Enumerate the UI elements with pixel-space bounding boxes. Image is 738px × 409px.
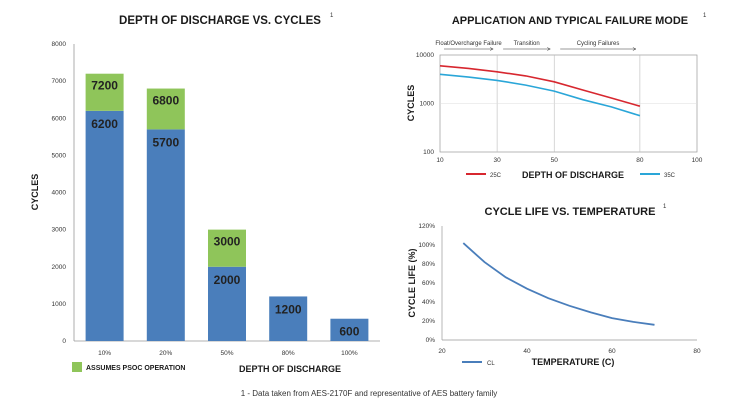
region-label: Transition — [514, 41, 540, 47]
bar-cycles — [269, 296, 308, 341]
y-tick-label: 20% — [422, 318, 435, 325]
x-tick-label: 80 — [693, 348, 701, 355]
legend-cl-label: CL — [487, 361, 495, 367]
failure-mode-chart: APPLICATION AND TYPICAL FAILURE MODE 1 F… — [406, 13, 707, 180]
bar-psoc — [85, 73, 124, 111]
x-tick-label: 30 — [493, 157, 501, 164]
x-tick-label: 20 — [438, 348, 446, 355]
y-tick-label: 100 — [423, 149, 434, 156]
cycle-life-y-title: CYCLE LIFE (%) — [407, 248, 417, 317]
y-tick-label: 10000 — [416, 52, 434, 59]
bar-chart-y-title: CYCLES — [30, 174, 40, 211]
bar-cycles — [85, 110, 124, 341]
y-tick-label: 5000 — [52, 152, 67, 159]
y-tick-label: 3000 — [52, 227, 67, 234]
bar-value: 6200 — [91, 117, 118, 131]
bar-value: 2000 — [214, 273, 241, 287]
bar-value: 5700 — [152, 135, 179, 149]
x-tick-label: 50 — [551, 157, 559, 164]
y-tick-label: 2000 — [52, 264, 67, 271]
legend-psoc-swatch — [72, 362, 82, 372]
y-tick-label: 120% — [418, 223, 435, 230]
y-tick-label: 60% — [422, 280, 435, 287]
x-tick-label: 50% — [220, 350, 233, 357]
x-tick-label: 80% — [282, 350, 295, 357]
bar-psoc — [208, 229, 246, 267]
bar-chart-title: DEPTH OF DISCHARGE VS. CYCLES — [119, 15, 321, 27]
y-tick-label: 1000 — [420, 101, 435, 108]
y-tick-label: 0 — [62, 338, 66, 345]
y-tick-label: 0% — [426, 337, 436, 344]
y-tick-label: 8000 — [52, 41, 67, 48]
region-arrowhead — [547, 47, 551, 51]
series-line — [439, 65, 641, 107]
y-tick-label: 7000 — [52, 78, 67, 85]
failure-chart-y-title: CYCLES — [406, 85, 416, 122]
y-tick-label: 4000 — [52, 190, 67, 197]
bar-psoc-value: 7200 — [91, 79, 118, 93]
failure-chart-x-title: DEPTH OF DISCHARGE — [522, 170, 624, 180]
y-tick-label: 40% — [422, 299, 435, 306]
x-tick-label: 10% — [98, 350, 111, 357]
cycle-life-chart: CYCLE LIFE VS. TEMPERATURE 1 0% 20% 40% 60%… — [407, 204, 701, 367]
bar-psoc-value: 3000 — [214, 235, 241, 249]
cycle-life-title: CYCLE LIFE VS. TEMPERATURE — [485, 206, 656, 218]
region-arrowhead — [489, 47, 494, 51]
failure-chart-title-sup: 1 — [703, 13, 707, 19]
legend-psoc-label: ASSUMES PSOC OPERATION — [86, 365, 185, 372]
bar-value: 1200 — [275, 302, 302, 316]
region-label: Float/Overcharge Failure — [435, 41, 502, 47]
bar-psoc-value: 6800 — [152, 94, 179, 108]
x-tick-label: 20% — [159, 350, 172, 357]
cycle-life-title-sup: 1 — [663, 204, 667, 210]
bar-cycles — [330, 318, 369, 341]
cycle-life-x-title: TEMPERATURE (C) — [532, 357, 615, 367]
legend-35c-label: 35C — [664, 173, 676, 179]
bar-psoc — [146, 88, 185, 130]
region-label: Cycling Failures — [577, 41, 620, 47]
bar-cycles — [208, 266, 246, 341]
x-tick-label: 100% — [341, 350, 358, 357]
bar-value: 600 — [339, 325, 359, 339]
series-line — [439, 73, 641, 117]
x-tick-label: 10 — [436, 157, 444, 164]
failure-chart-title: APPLICATION AND TYPICAL FAILURE MODE — [452, 15, 688, 27]
y-tick-label: 80% — [422, 261, 435, 268]
series-line — [462, 242, 655, 326]
x-tick-label: 100 — [692, 157, 703, 164]
bar-chart-title-sup: 1 — [330, 13, 334, 19]
footnote: 1 - Data taken from AES-2170F and repres… — [240, 389, 498, 398]
y-tick-label: 1000 — [52, 301, 67, 308]
x-tick-label: 80 — [636, 157, 644, 164]
x-tick-label: 40 — [523, 348, 531, 355]
bar-chart-x-title: DEPTH OF DISCHARGE — [239, 364, 341, 374]
bar-cycles — [146, 129, 185, 341]
y-tick-label: 6000 — [52, 115, 67, 122]
region-arrowhead — [632, 47, 637, 51]
x-tick-label: 60 — [608, 348, 616, 355]
bar-chart: DEPTH OF DISCHARGE VS. CYCLES 1 0 1000 200… — [30, 13, 380, 374]
y-tick-label: 100% — [418, 242, 435, 249]
legend-25c-label: 25C — [490, 173, 502, 179]
